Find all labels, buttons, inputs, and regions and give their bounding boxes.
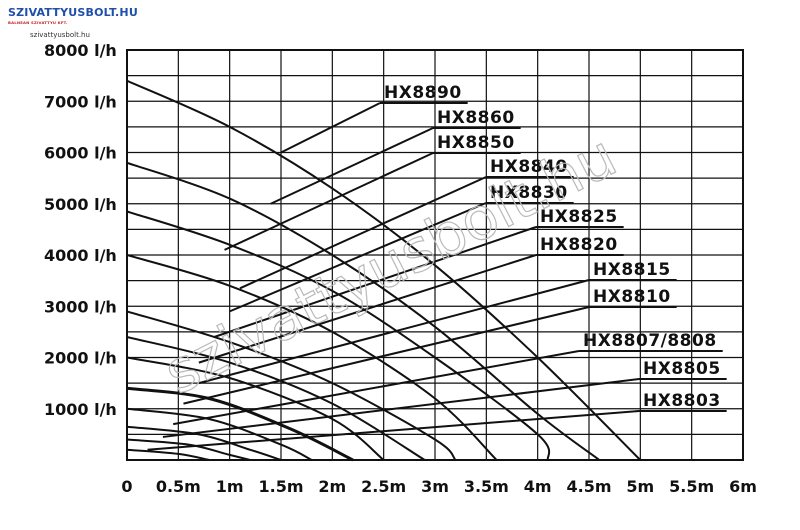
y-tick-label: 1000 l/h <box>44 400 117 419</box>
model-label-hx8805: HX8805 <box>643 359 721 379</box>
curve-hx8860 <box>126 161 600 461</box>
x-tick-label: 5m <box>626 477 654 496</box>
x-tick-label: 0.5m <box>156 477 201 496</box>
model-label-hx8830: HX8830 <box>490 183 568 203</box>
x-tick-label: 3.5m <box>464 477 509 496</box>
x-tick-label: 2m <box>318 477 346 496</box>
x-tick-label: 3m <box>421 477 449 496</box>
x-tick-labels: 0 0.5m 1m 1.5m 2m 2.5m 3m 3.5m 4m 4.5m 5m 5.5m 6m <box>121 477 756 496</box>
x-tick-label: 4m <box>524 477 552 496</box>
label-leader-line <box>198 279 590 385</box>
label-leader-line <box>229 202 487 313</box>
y-tick-label: 6000 l/h <box>44 144 117 163</box>
label-leader-line <box>147 410 640 451</box>
label-leader-line <box>162 378 640 438</box>
label-leader-line <box>173 350 580 426</box>
watermark-text: szivattyusbolt.hu <box>153 121 626 407</box>
curve-hx8807-8808 <box>126 425 282 461</box>
label-leader-line <box>239 176 487 290</box>
y-tick-label: 4000 l/h <box>44 246 117 265</box>
x-tick-label: 5.5m <box>669 477 714 496</box>
x-tick-label: 1.5m <box>258 477 303 496</box>
model-label-hx8890: HX8890 <box>384 83 462 103</box>
logo-site-text: szivattyusbolt.hu <box>30 31 90 39</box>
model-label-hx8860: HX8860 <box>437 108 515 128</box>
curve-hx8820 <box>126 356 385 461</box>
curve-hx8890 <box>126 79 642 461</box>
y-tick-labels: 1000 l/h 2000 l/h 3000 l/h 4000 l/h 5000 l/h… <box>44 41 117 419</box>
y-tick-label: 7000 l/h <box>44 92 117 111</box>
y-tick-label: 2000 l/h <box>44 349 117 368</box>
model-labels: HX8890 HX8860 HX8850 HX8840 HX8830 HX8825 HX88… <box>384 83 721 411</box>
curve-hx8803 <box>126 448 210 461</box>
label-leader-line <box>270 127 434 205</box>
model-label-hx8803: HX8803 <box>643 391 721 411</box>
label-leader-line <box>224 152 434 251</box>
y-tick-label: 3000 l/h <box>44 297 117 316</box>
curve-hx8850 <box>126 210 551 461</box>
logo-brand-text: SZIVATTYUSBOLT.HU <box>8 6 138 19</box>
x-tick-label: 1m <box>216 477 244 496</box>
label-leader-line <box>280 102 381 154</box>
model-label-hx8815: HX8815 <box>593 260 671 280</box>
x-tick-label: 4.5m <box>566 477 611 496</box>
curve-hx8830 <box>126 310 457 461</box>
x-tick-label: 0 <box>121 477 132 496</box>
x-tick-label: 2.5m <box>361 477 406 496</box>
logo-tagline: BALNEAN SZIVATTYU KFT. <box>8 20 68 25</box>
brand-logo: SZIVATTYUSBOLT.HU BALNEAN SZIVATTYU KFT.… <box>8 6 138 42</box>
model-label-leaders <box>147 102 727 451</box>
model-label-hx8810: HX8810 <box>593 287 671 307</box>
curve-hx8805 <box>126 438 251 461</box>
model-label-hx8825: HX8825 <box>540 207 618 227</box>
label-leader-line <box>198 254 537 364</box>
model-label-hx8850: HX8850 <box>437 133 515 153</box>
y-tick-label: 5000 l/h <box>44 195 117 214</box>
model-label-hx8807-8808: HX8807/8808 <box>583 331 717 351</box>
model-label-hx8840: HX8840 <box>490 157 568 177</box>
curve-hx8840 <box>126 254 498 461</box>
label-leader-line <box>213 226 537 338</box>
model-label-hx8820: HX8820 <box>540 235 618 255</box>
x-tick-label: 6m <box>729 477 757 496</box>
label-leader-line <box>183 306 590 405</box>
y-tick-label: 8000 l/h <box>44 41 117 60</box>
